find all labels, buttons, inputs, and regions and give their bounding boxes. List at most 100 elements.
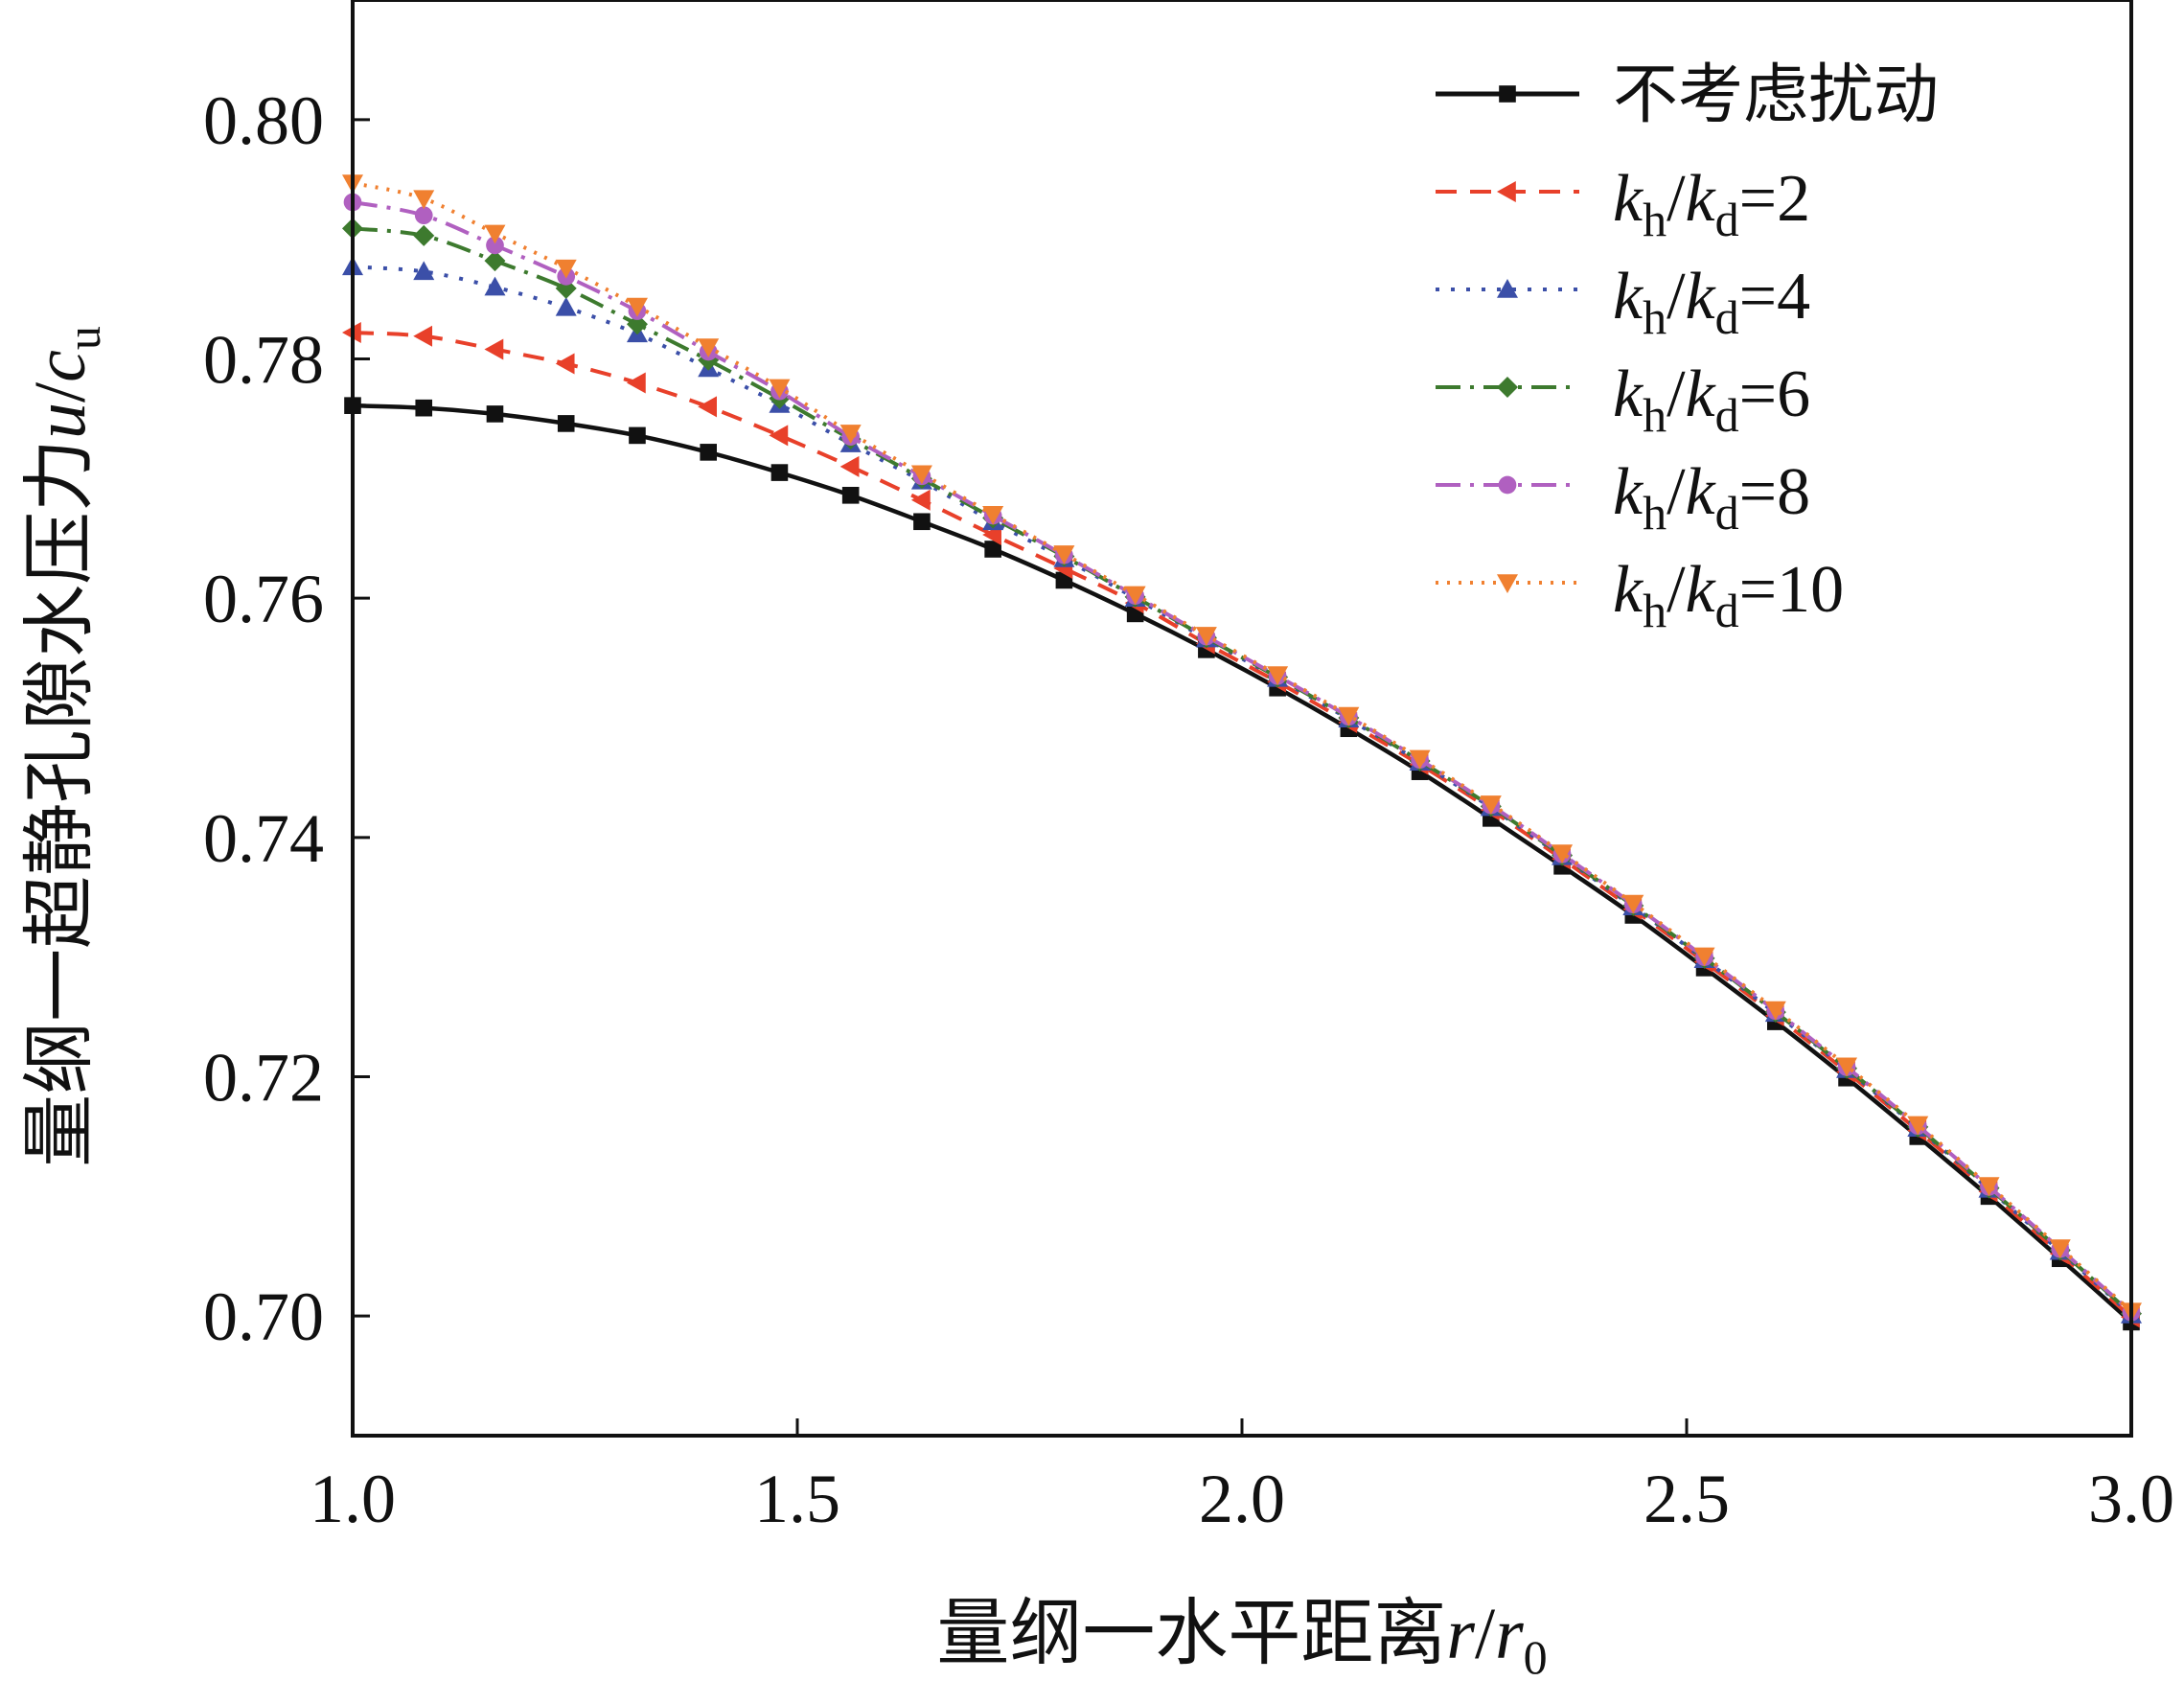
data-point: [626, 313, 648, 335]
data-point: [698, 338, 720, 358]
data-point: [1053, 545, 1075, 564]
series-3: [342, 256, 2142, 1324]
series-1: [344, 397, 2140, 1331]
legend-item: kh/kd=10: [1436, 553, 1844, 637]
data-point: [1480, 795, 1502, 815]
series-line: [352, 226, 2133, 1316]
data-point: [1409, 749, 1431, 770]
ticks-layer: 1.0 1.5 2.0 2.5 3.0 0.70 0.72 0.74 0.76 0.78 0.80: [203, 82, 2174, 1537]
data-point: [1124, 586, 1146, 606]
y-tick-label: 0.80: [203, 82, 324, 159]
data-point: [555, 296, 577, 316]
series-line: [352, 331, 2133, 1319]
y-axis-var2-sub: u: [57, 326, 110, 350]
legend-swatch-marker: [1497, 574, 1518, 593]
legend-swatch-marker: [1497, 377, 1518, 398]
x-axis-var2-sub: 0: [1524, 1630, 1548, 1681]
data-point: [1267, 666, 1289, 686]
legend-swatch-marker: [1498, 475, 1517, 495]
y-axis-title-text: 量纲一超静孔隙水压力: [16, 439, 102, 1167]
data-point: [1978, 1177, 2000, 1197]
legend-label: 不考虑扰动: [1613, 58, 1939, 133]
data-point: [769, 425, 789, 447]
data-point: [700, 444, 717, 461]
data-point: [1338, 706, 1360, 726]
data-point: [486, 405, 504, 423]
x-tick-label: 3.0: [2088, 1461, 2174, 1537]
data-point: [557, 415, 575, 432]
data-point: [910, 465, 932, 485]
data-point: [913, 513, 931, 531]
data-point: [484, 338, 504, 360]
x-tick-label: 1.0: [310, 1461, 396, 1537]
data-point: [1552, 844, 1574, 864]
x-axis-title: 量纲一水平距离r/r0: [936, 1590, 1547, 1681]
series-2: [342, 322, 2140, 1328]
y-tick-label: 0.72: [203, 1040, 324, 1117]
legend-swatch-marker: [1497, 279, 1518, 298]
data-point: [555, 259, 577, 279]
data-point: [770, 464, 789, 481]
y-axis-title: 量纲一超静孔隙水压力u/cu: [16, 326, 110, 1167]
y-tick-label: 0.76: [203, 561, 324, 637]
data-point: [629, 426, 646, 445]
y-axis-var: u: [20, 403, 101, 439]
data-point: [1764, 1001, 1786, 1021]
data-point: [413, 224, 435, 246]
data-point: [984, 541, 1001, 558]
x-tick-label: 1.5: [754, 1461, 840, 1537]
data-point: [626, 297, 648, 317]
series-line: [352, 265, 2133, 1317]
data-point: [1622, 894, 1644, 914]
series-layer: [342, 174, 2142, 1331]
legend-label: kh/kd=2: [1613, 162, 1810, 246]
data-point: [484, 276, 506, 296]
series-4: [342, 218, 2142, 1324]
data-point: [839, 425, 862, 444]
data-point: [982, 505, 1004, 525]
series-line: [352, 403, 2133, 1324]
series-5: [343, 193, 2141, 1322]
x-tick-label: 2.0: [1199, 1461, 1285, 1537]
data-point: [1836, 1057, 1858, 1077]
data-point: [698, 396, 717, 418]
legend-label: kh/kd=8: [1613, 455, 1810, 540]
data-point: [486, 236, 504, 255]
y-tick-label: 0.78: [203, 322, 324, 399]
data-point: [484, 250, 506, 272]
data-point: [2049, 1239, 2071, 1259]
data-point: [415, 399, 433, 417]
x-axis-sep: /: [1475, 1594, 1496, 1674]
data-point: [1907, 1116, 1929, 1136]
legend-item: kh/kd=2: [1436, 162, 1810, 246]
data-point: [841, 487, 860, 504]
data-point: [413, 190, 435, 210]
y-tick-label: 0.74: [203, 800, 324, 877]
x-axis-var2: r: [1495, 1594, 1524, 1674]
series-6: [342, 174, 2142, 1323]
legend-label: kh/kd=4: [1613, 260, 1810, 344]
legend-label: kh/kd=6: [1613, 357, 1810, 442]
data-point: [555, 353, 575, 375]
data-point: [910, 489, 931, 511]
x-tick-label: 2.5: [1644, 1461, 1730, 1537]
y-axis-var2: c: [20, 350, 101, 382]
series-line: [352, 181, 2133, 1313]
data-point: [484, 224, 506, 244]
data-point: [413, 325, 433, 347]
data-point: [413, 261, 435, 281]
series-line: [352, 200, 2133, 1314]
legend: 不考虑扰动 kh/kd=2 kh/kd=4 kh/kd=6 kh/kd=8 kh/kd=1…: [1436, 58, 1939, 637]
y-axis-sep: /: [20, 381, 101, 403]
data-point: [414, 206, 433, 225]
legend-swatch-marker: [1497, 181, 1516, 202]
legend-item: kh/kd=4: [1436, 260, 1810, 344]
legend-label: kh/kd=10: [1613, 553, 1844, 637]
legend-item: kh/kd=6: [1436, 357, 1810, 442]
data-point: [769, 379, 791, 399]
data-point: [839, 455, 860, 477]
legend-item: kh/kd=8: [1436, 455, 1810, 540]
data-point: [1693, 947, 1715, 967]
y-tick-label: 0.70: [203, 1278, 324, 1355]
